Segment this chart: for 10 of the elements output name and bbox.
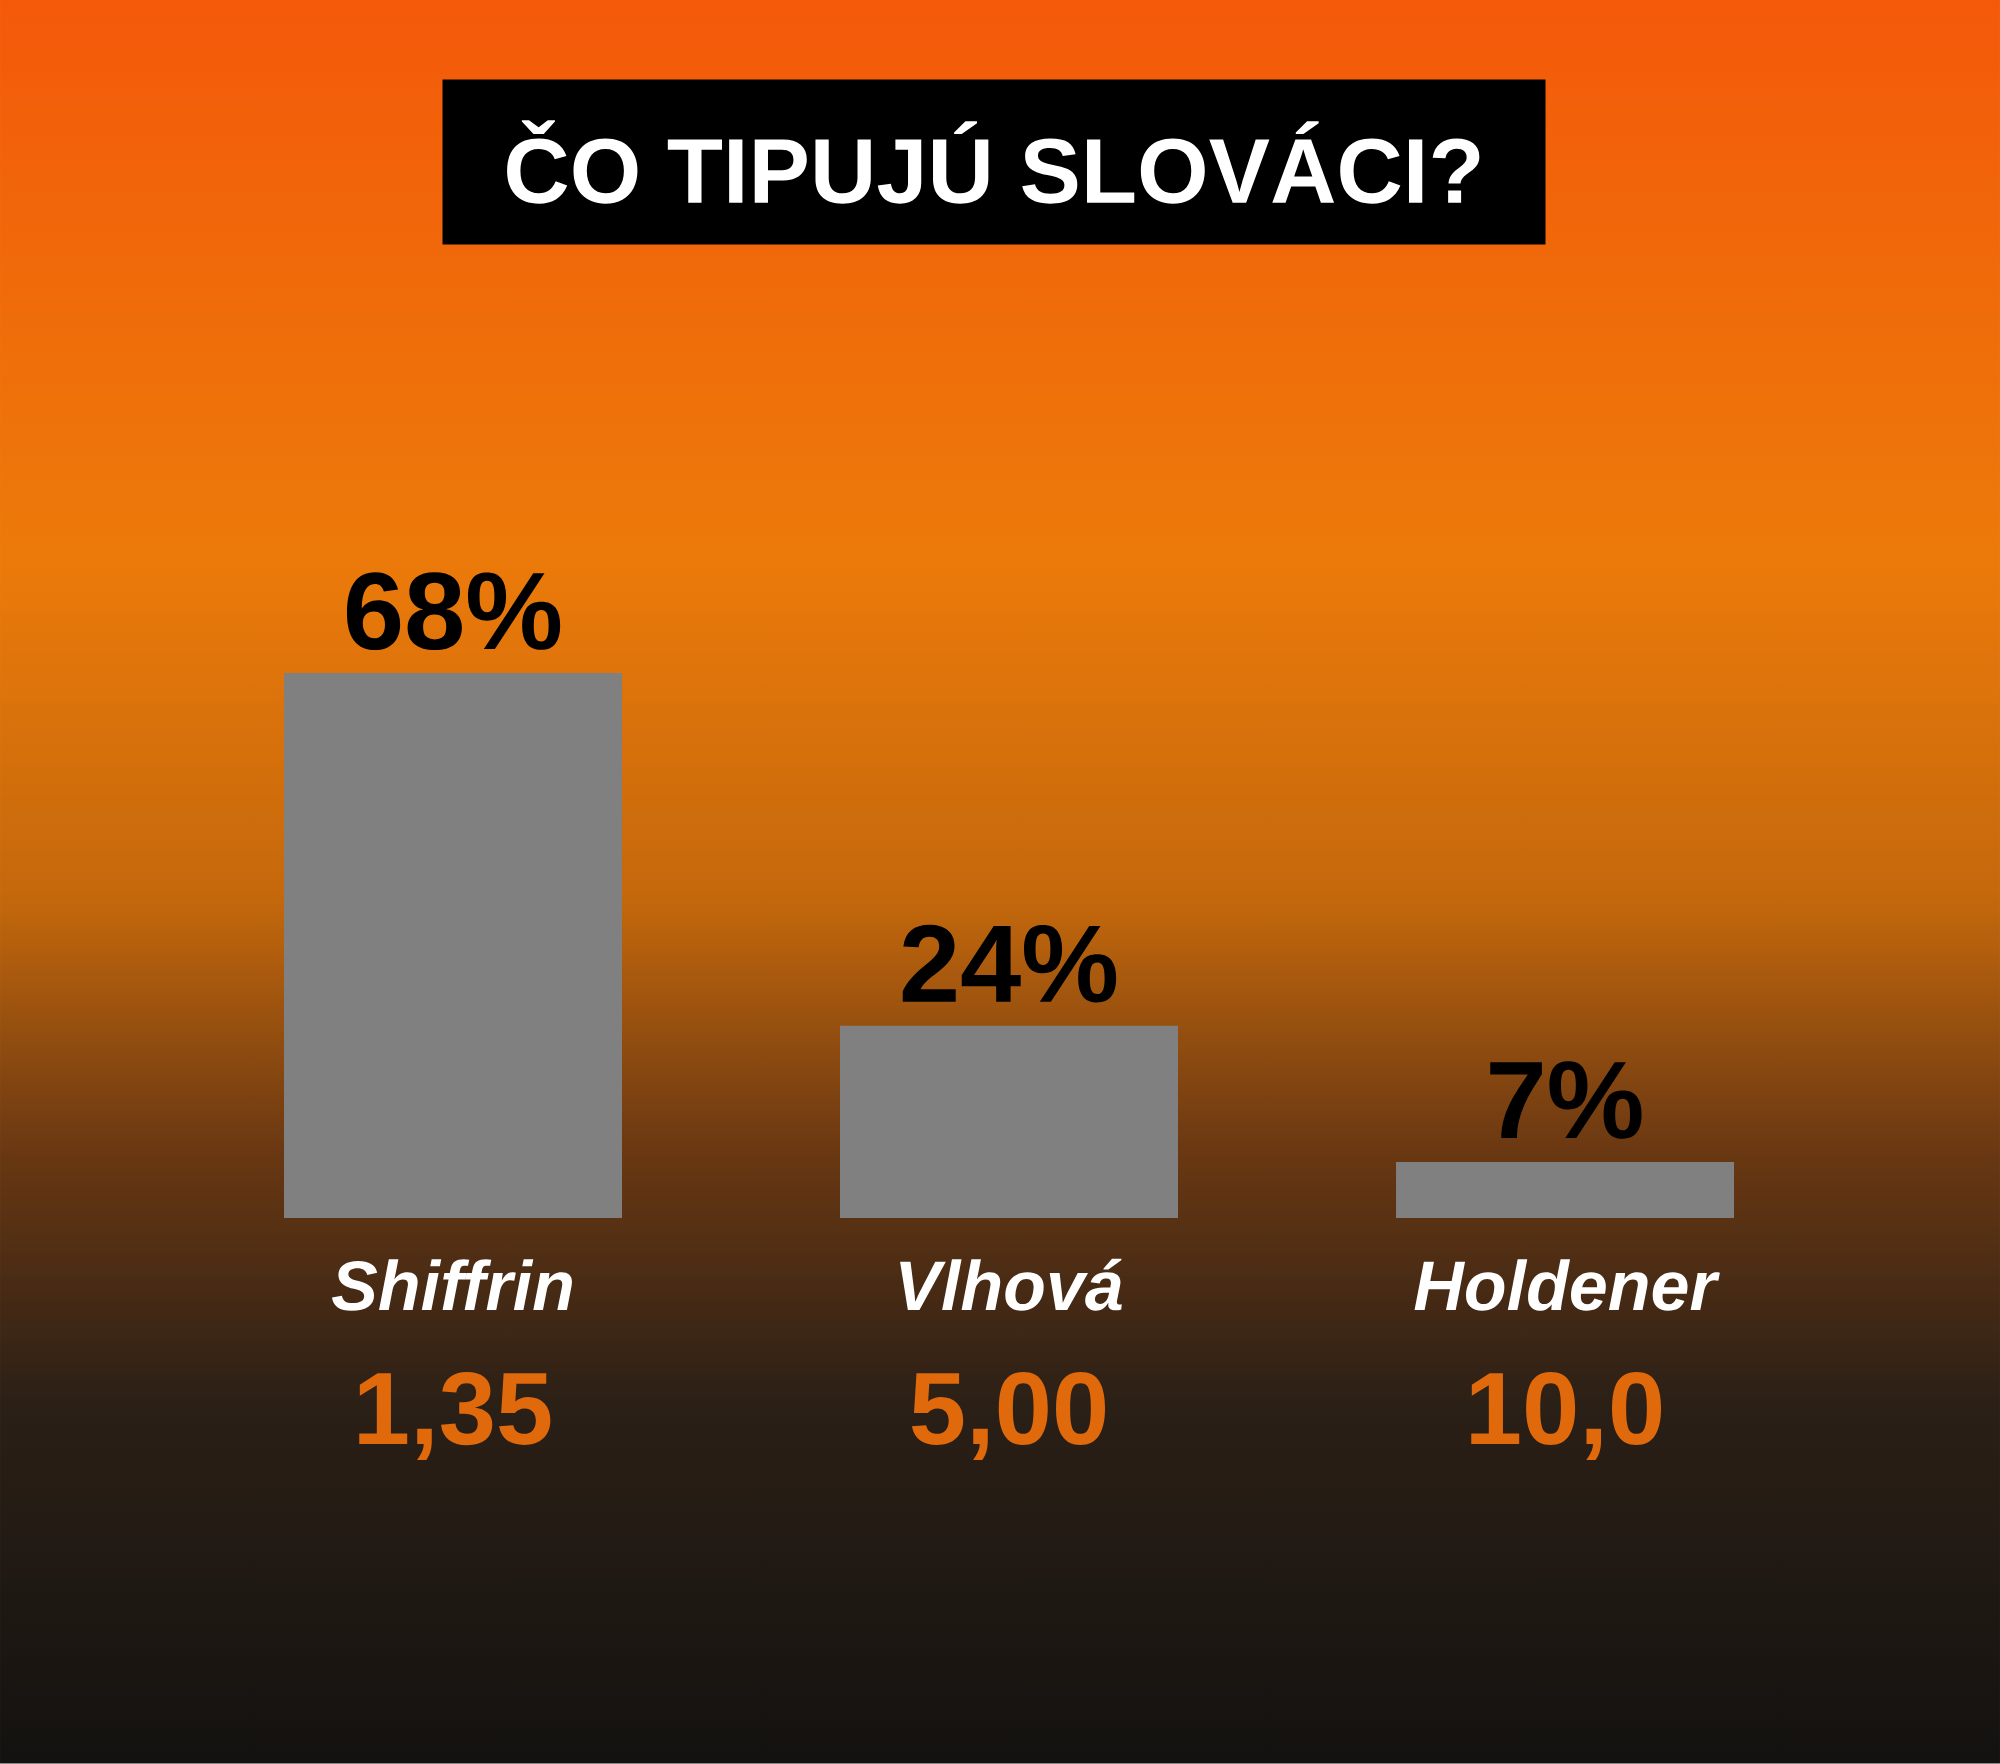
chart-title: ČO TIPUJÚ SLOVÁCI? — [507, 120, 1480, 204]
text: 1,35 — [359, 1372, 551, 1460]
x-tick-label: Vlhová — [900, 1258, 1122, 1311]
text: 5,00 — [911, 1372, 1105, 1460]
x-tick-label: Holdener — [1414, 1259, 1720, 1311]
data-label: 7% — [1490, 1061, 1642, 1139]
data-label: 24% — [902, 924, 1117, 1003]
data-label: 68% — [346, 572, 561, 651]
x-tick-label: Shiffrin — [332, 1259, 572, 1311]
text: 10,0 — [1471, 1372, 1662, 1460]
